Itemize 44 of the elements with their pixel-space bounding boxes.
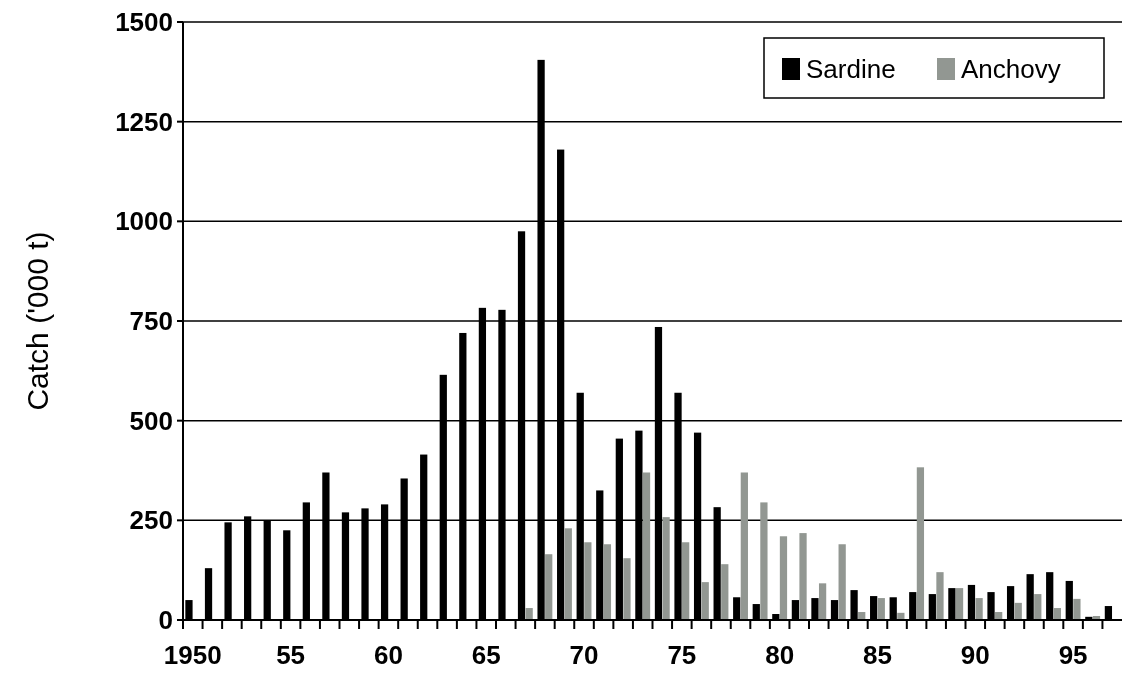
y-tick-label: 500 [129, 405, 173, 436]
bar [662, 517, 670, 620]
bar [838, 544, 846, 620]
x-tick-label: 90 [960, 640, 990, 670]
x-tick-label: 95 [1058, 640, 1088, 670]
y-tick-label: 1000 [115, 206, 173, 237]
y-tick-label: 1500 [115, 7, 173, 38]
y-tick-label: 1250 [115, 106, 173, 137]
bar [740, 472, 748, 620]
legend-label: Sardine [806, 54, 896, 85]
x-tick-label: 1950 [163, 640, 222, 670]
bar [642, 472, 651, 620]
bar [760, 502, 768, 620]
bar [975, 598, 983, 620]
bar [916, 467, 925, 620]
x-tick-label: 65 [471, 640, 501, 670]
bar [701, 582, 709, 620]
x-tick-label: 55 [276, 640, 306, 670]
bar [623, 558, 631, 620]
x-tick-label: 70 [569, 640, 599, 670]
bar [1073, 598, 1081, 620]
bar [1014, 602, 1022, 620]
bar [936, 572, 944, 620]
x-tick-label: 75 [667, 640, 697, 670]
y-tick-label: 750 [129, 306, 173, 337]
x-tick-label: 60 [373, 640, 403, 670]
bar [584, 542, 592, 620]
y-tick-label: 0 [158, 605, 173, 636]
bar [818, 583, 827, 620]
bar [955, 588, 964, 620]
bar [779, 536, 788, 620]
bar [603, 544, 612, 620]
bar [721, 564, 729, 620]
bar [877, 598, 885, 620]
legend-label: Anchovy [961, 54, 1061, 85]
bar [1034, 594, 1042, 620]
bar [564, 528, 572, 620]
bar [545, 554, 553, 620]
bar [799, 533, 807, 620]
x-tick-label: 80 [765, 640, 795, 670]
y-tick-label: 250 [129, 505, 173, 536]
x-tick-label: 85 [863, 640, 892, 670]
y-axis-title: Catch ('000 t) [21, 231, 54, 411]
bar [682, 542, 690, 620]
